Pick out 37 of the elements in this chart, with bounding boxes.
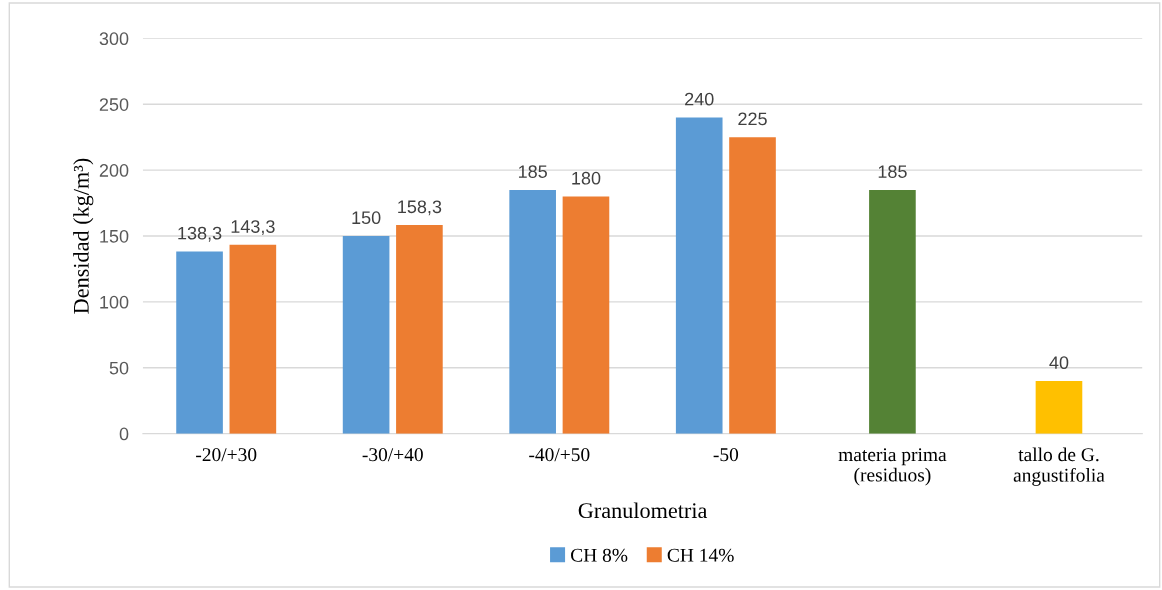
x-tick-label: tallo de G. angustifolia [1013, 447, 1105, 486]
data-label: 150 [352, 211, 381, 225]
data-label: 185 [878, 165, 907, 178]
x-axis-title: Granulometria [578, 502, 708, 519]
legend-label: CH 14% [667, 548, 734, 562]
y-tick-label: 300 [99, 32, 129, 46]
x-tick-label: -20/+30 [196, 448, 257, 462]
bar [675, 117, 723, 434]
data-label: 143,3 [231, 220, 275, 236]
bar [509, 189, 556, 434]
bar [396, 225, 443, 434]
data-label: 138,3 [178, 226, 222, 242]
bar [729, 137, 776, 434]
x-tick-label: -50 [713, 448, 739, 462]
data-label: 185 [518, 165, 547, 178]
bar [229, 244, 277, 434]
legend-label: CH 8% [571, 548, 628, 562]
y-tick-label: 0 [119, 427, 129, 441]
x-tick-label: materia prima (residuos) [838, 448, 947, 486]
x-tick-label: -40/+50 [529, 448, 590, 462]
bar [342, 236, 390, 434]
bar [869, 189, 916, 434]
y-tick-label: 250 [99, 98, 129, 111]
y-axis-title: Densidad (kg/m³) [73, 158, 94, 314]
x-tick-label: -30/+40 [362, 448, 423, 462]
data-label: 40 [1049, 356, 1069, 370]
bar [1035, 380, 1083, 434]
data-label: 225 [738, 112, 767, 126]
y-tick-label: 150 [100, 229, 129, 243]
bar [562, 196, 610, 434]
bar [176, 251, 223, 434]
data-label: 158,3 [398, 200, 442, 216]
data-label: 240 [685, 92, 714, 106]
data-label: 180 [572, 171, 601, 185]
y-tick-label: 50 [109, 361, 129, 375]
y-tick-label: 100 [100, 295, 129, 309]
y-tick-label: 200 [99, 164, 129, 177]
